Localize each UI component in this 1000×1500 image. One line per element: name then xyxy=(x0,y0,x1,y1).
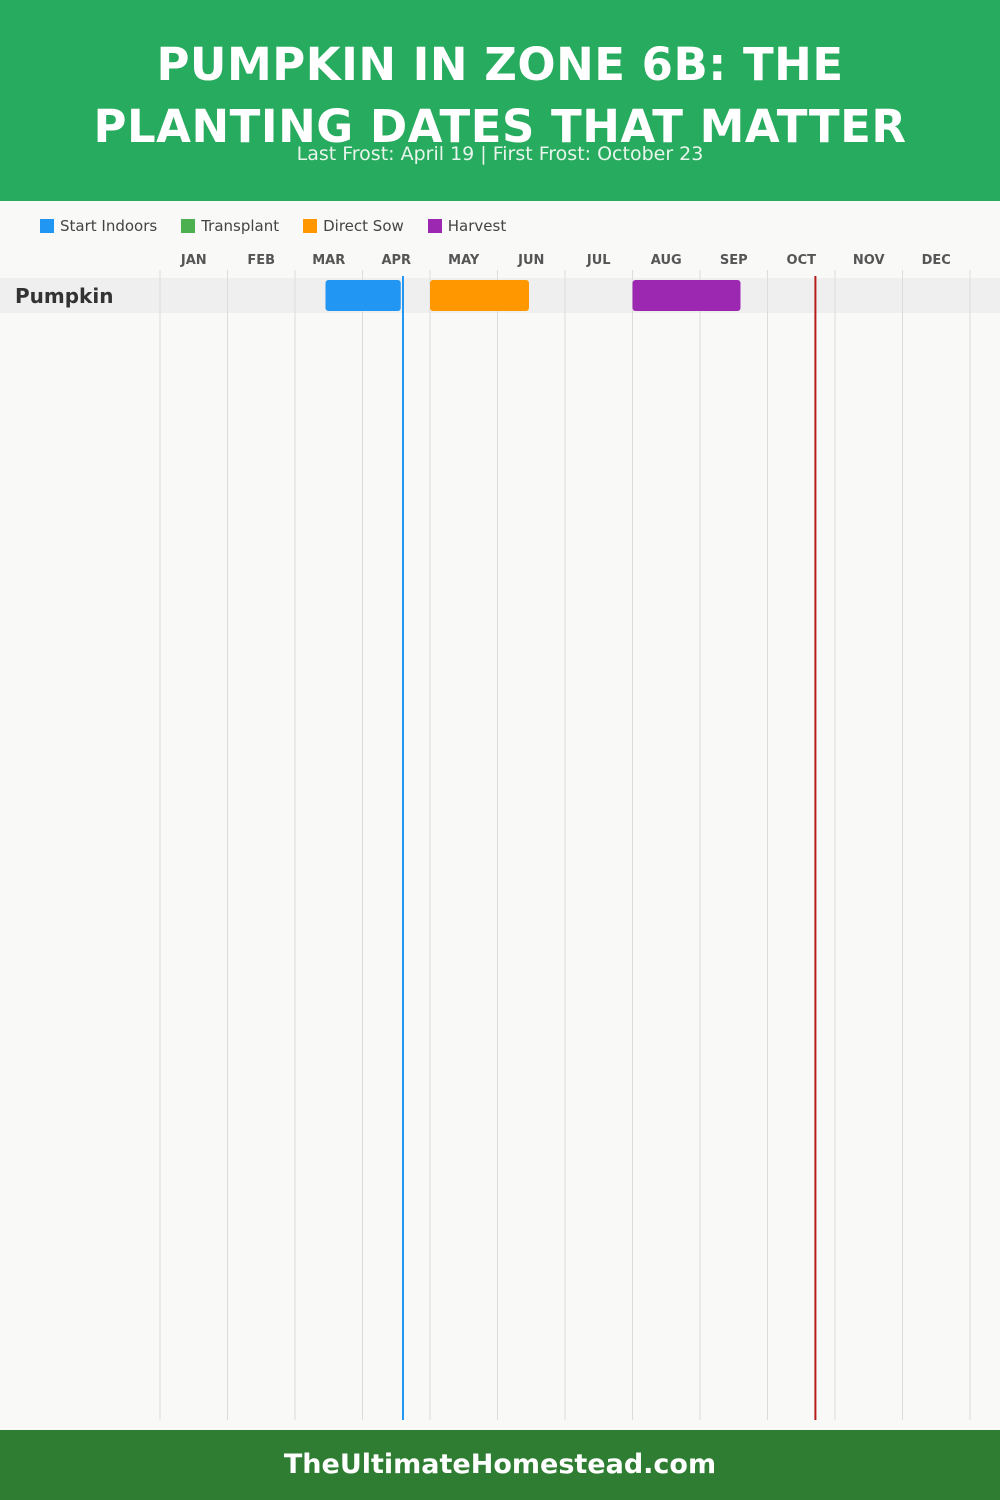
legend-item-transplant: Transplant xyxy=(181,217,279,235)
legend-item-harvest: Harvest xyxy=(427,217,507,235)
legend-label: Start Indoors xyxy=(60,217,158,235)
title-line-1: PUMPKIN IN ZONE 6B: THE xyxy=(156,38,844,91)
crop-name-label: Pumpkin xyxy=(15,284,113,308)
legend-swatch-transplant xyxy=(181,219,196,233)
planting-calendar-chart: JAN FEB MAR APR MAY JUN JUL AUG SEP OCT NOV DEC Pump… xyxy=(15,253,971,1420)
month-label: DEC xyxy=(922,253,951,268)
month-label: NOV xyxy=(853,253,885,268)
month-label: JAN xyxy=(180,253,207,268)
bar-harvest xyxy=(632,280,741,311)
legend-label: Transplant xyxy=(201,217,280,235)
legend-label: Direct Sow xyxy=(323,217,404,235)
title-line-2: PLANTING DATES THAT MATTER xyxy=(93,100,907,153)
legend-item-direct-sow: Direct Sow xyxy=(303,217,404,235)
chart-legend: Start Indoors Transplant Direct Sow Harvest xyxy=(40,214,530,238)
month-label: JUN xyxy=(517,253,544,268)
month-label: AUG xyxy=(651,253,682,268)
page-title: PUMPKIN IN ZONE 6B: THE PLANTING DATES T… xyxy=(0,34,1000,158)
frost-dates-subtitle: Last Frost: April 19 | First Frost: Octo… xyxy=(296,143,704,165)
month-label: MAR xyxy=(312,253,345,268)
legend-swatch-start-indoors xyxy=(40,219,54,233)
legend-swatch-direct-sow xyxy=(303,219,318,233)
month-label: APR xyxy=(381,253,411,268)
footer-site-link[interactable]: TheUltimateHomestead.com xyxy=(283,1449,717,1480)
header-banner: PUMPKIN IN ZONE 6B: THE PLANTING DATES T… xyxy=(0,0,1000,201)
bar-direct-sow xyxy=(430,280,529,311)
month-label: MAY xyxy=(448,253,480,268)
footer-banner: TheUltimateHomestead.com xyxy=(0,1430,1000,1500)
month-label: SEP xyxy=(720,253,748,268)
month-label: OCT xyxy=(787,253,817,268)
month-label: JUL xyxy=(586,253,611,268)
legend-label: Harvest xyxy=(447,217,507,235)
legend-swatch-harvest xyxy=(427,219,442,233)
legend-item-start-indoors: Start Indoors xyxy=(40,217,157,235)
bar-start-indoors xyxy=(325,280,401,311)
month-label: FEB xyxy=(247,253,275,268)
